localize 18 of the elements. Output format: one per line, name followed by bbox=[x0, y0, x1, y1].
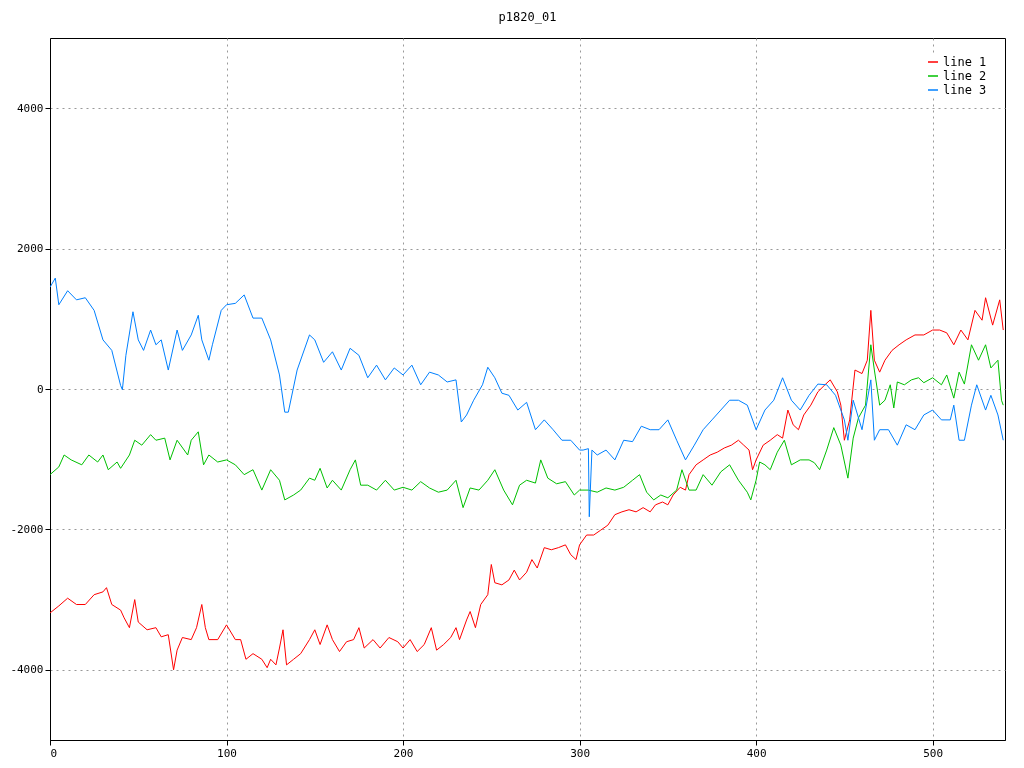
x-tick-label: 400 bbox=[746, 746, 767, 760]
y-tick-label: -2000 bbox=[10, 522, 44, 536]
x-tick-label: 300 bbox=[570, 746, 591, 760]
x-tick-label: 100 bbox=[217, 746, 237, 760]
legend-label: line 3 bbox=[943, 83, 987, 97]
line-series bbox=[50, 297, 1004, 671]
y-tick-label: 4000 bbox=[17, 101, 44, 115]
x-tick-label: 200 bbox=[393, 746, 414, 760]
x-tick-label: 0 bbox=[50, 746, 58, 760]
chart-title: p1820_01 bbox=[498, 10, 557, 24]
line-series bbox=[50, 344, 1004, 509]
y-tick-label: 2000 bbox=[17, 242, 44, 256]
legend-label: line 2 bbox=[943, 69, 987, 83]
line-series bbox=[50, 277, 1004, 518]
y-tick-label: -4000 bbox=[10, 663, 44, 677]
x-tick-label: 500 bbox=[923, 746, 944, 760]
legend-label: line 1 bbox=[943, 55, 987, 69]
y-tick-label: 0 bbox=[36, 382, 44, 396]
